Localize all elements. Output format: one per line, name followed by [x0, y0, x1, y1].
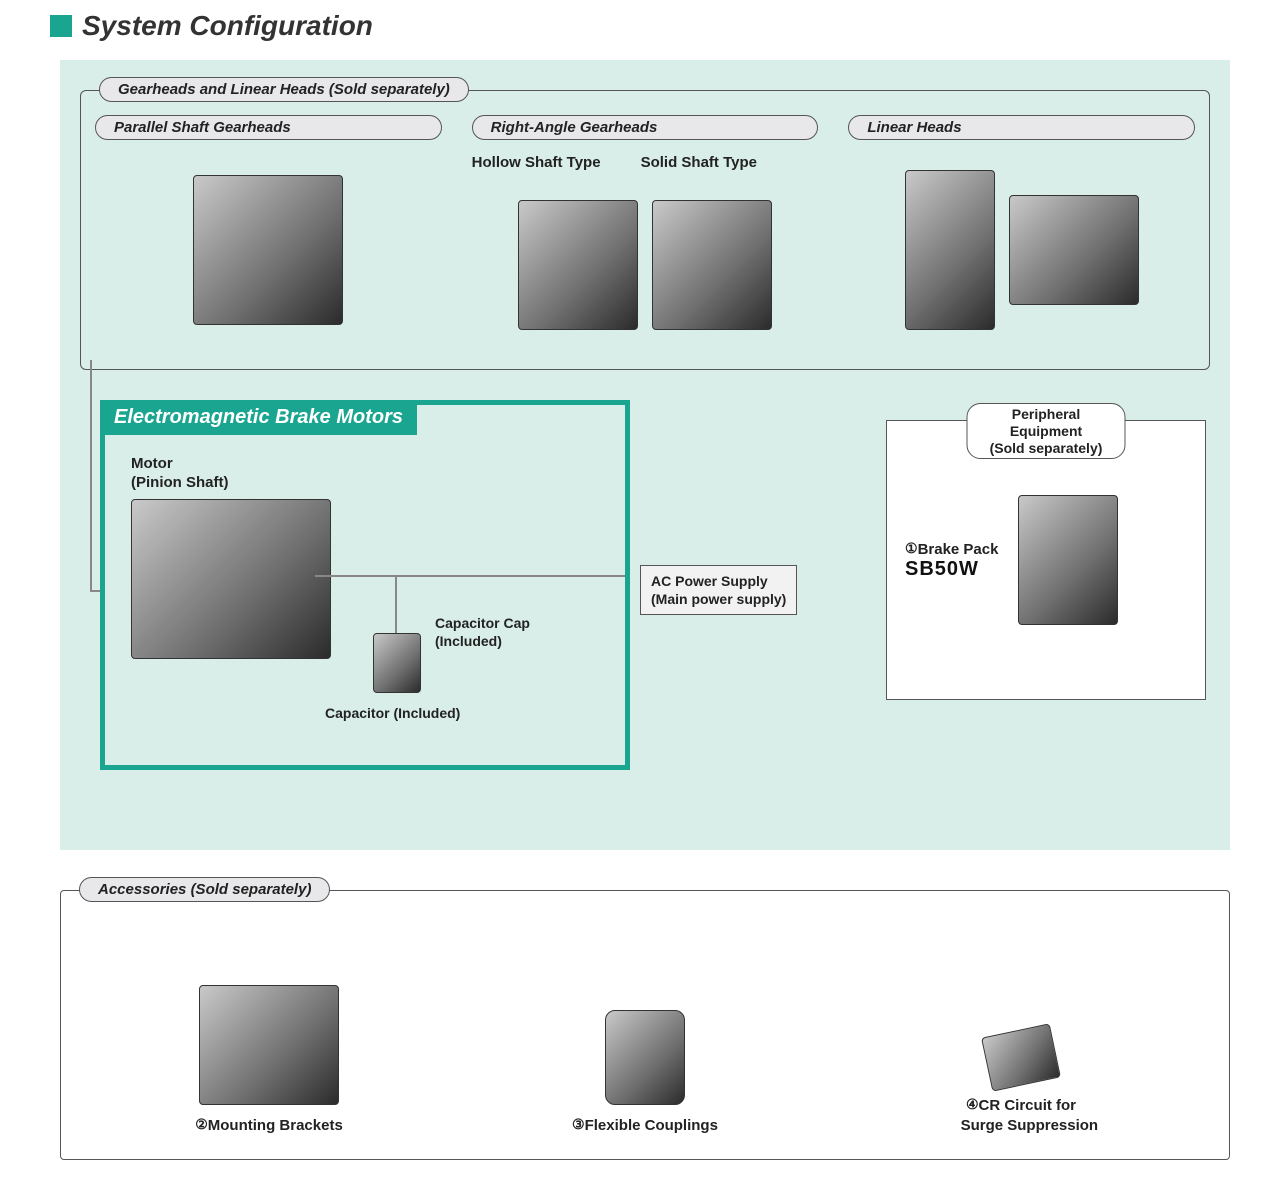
ac-power-supply-box: AC Power Supply (Main power supply)	[640, 565, 797, 615]
acc-label-l1: CR Circuit for	[979, 1097, 1077, 1114]
gearheads-legend: Gearheads and Linear Heads (Sold separat…	[99, 77, 469, 102]
motor-label-l2: (Pinion Shaft)	[131, 474, 229, 491]
brake-num-icon: ①	[905, 540, 918, 556]
linear-head-image-2	[1009, 195, 1139, 305]
capacitor-label: Capacitor (Included)	[325, 705, 460, 723]
acc-num-icon: ②	[195, 1116, 208, 1132]
brake-pack-text: ①Brake Pack SB50W	[905, 540, 998, 581]
linear-heads-pill: Linear Heads	[848, 115, 1195, 140]
motor-label-l1: Motor	[131, 455, 173, 472]
peripheral-legend-l1: Peripheral Equipment	[1010, 406, 1082, 439]
solid-shaft-label: Solid Shaft Type	[641, 154, 757, 171]
connector-line	[315, 575, 625, 577]
accessory-cr-circuit: ④CR Circuit for Surge Suppression	[852, 1030, 1190, 1135]
parallel-gearhead-image	[193, 175, 343, 325]
capacitor-cap-label: Capacitor Cap (Included)	[435, 615, 530, 650]
acc-label-text: Mounting Brackets	[208, 1117, 343, 1134]
gearheads-row: Parallel Shaft Gearheads Right-Angle Gea…	[95, 115, 1195, 351]
parallel-shaft-column: Parallel Shaft Gearheads	[95, 115, 442, 351]
flexible-couplings-image	[605, 1010, 685, 1105]
gearheads-fieldset: Gearheads and Linear Heads (Sold separat…	[80, 90, 1210, 370]
page-title: System Configuration	[82, 10, 373, 42]
peripheral-legend: Peripheral Equipment (Sold separately)	[967, 403, 1126, 459]
accessory-flexible-couplings: ③Flexible Couplings	[476, 1010, 814, 1136]
right-angle-column: Right-Angle Gearheads Hollow Shaft Type …	[472, 115, 819, 351]
electromagnetic-brake-motors-box: Electromagnetic Brake Motors Motor (Pini…	[100, 400, 630, 770]
peripheral-legend-l2: (Sold separately)	[990, 440, 1103, 456]
connector-line	[395, 575, 397, 635]
acc-label-text: Flexible Couplings	[585, 1117, 718, 1134]
linear-head-image-1	[905, 170, 995, 330]
title-row: System Configuration	[0, 0, 1280, 42]
hollow-shaft-image	[518, 200, 638, 330]
acc-label-l2: Surge Suppression	[961, 1117, 1099, 1134]
right-angle-pill: Right-Angle Gearheads	[472, 115, 819, 140]
accessories-legend: Accessories (Sold separately)	[79, 877, 330, 902]
cr-circuit-image	[981, 1023, 1061, 1091]
hollow-shaft-label: Hollow Shaft Type	[472, 154, 601, 171]
connector-line	[90, 360, 92, 590]
acc-num-icon: ③	[572, 1116, 585, 1132]
right-angle-sublabels: Hollow Shaft Type Solid Shaft Type	[472, 154, 819, 171]
mounting-brackets-image	[199, 985, 339, 1105]
linear-heads-column: Linear Heads	[848, 115, 1195, 351]
motor-image	[131, 499, 331, 659]
parallel-shaft-pill: Parallel Shaft Gearheads	[95, 115, 442, 140]
ac-supply-l2: (Main power supply)	[651, 591, 786, 607]
cap-cap-l1: Capacitor Cap	[435, 615, 530, 631]
capacitor-image	[373, 633, 421, 693]
ac-supply-l1: AC Power Supply	[651, 573, 768, 589]
brake-pack-image	[1018, 495, 1118, 625]
cap-cap-l2: (Included)	[435, 633, 502, 649]
motor-label: Motor (Pinion Shaft)	[131, 455, 609, 493]
brake-pack-model: SB50W	[905, 558, 998, 581]
title-bullet	[50, 15, 72, 37]
acc-num-icon: ④	[966, 1096, 979, 1112]
accessories-fieldset: Accessories (Sold separately) ②Mounting …	[60, 890, 1230, 1160]
peripheral-equipment-box: Peripheral Equipment (Sold separately) ①…	[886, 420, 1206, 700]
brake-pack-label: Brake Pack	[918, 541, 999, 558]
accessory-mounting-brackets: ②Mounting Brackets	[100, 985, 438, 1136]
main-config-panel: Gearheads and Linear Heads (Sold separat…	[60, 60, 1230, 850]
solid-shaft-image	[652, 200, 772, 330]
